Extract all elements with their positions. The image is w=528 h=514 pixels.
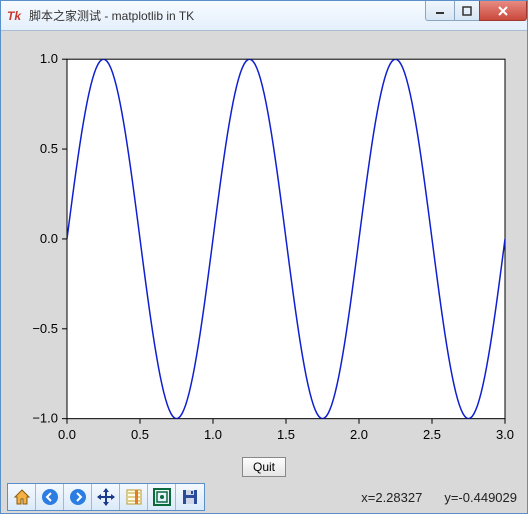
svg-text:3.0: 3.0 <box>496 427 514 442</box>
minimize-button[interactable] <box>425 1 455 21</box>
svg-text:0.0: 0.0 <box>40 231 58 246</box>
content-area: 0.0 0.5 1.0 1.5 2.0 2.5 3.0 −1.0 −0.5 0.0 0.5 1.0 Q… <box>1 31 527 483</box>
coord-y: y=-0.449029 <box>444 490 517 505</box>
svg-text:−0.5: −0.5 <box>32 321 58 336</box>
back-icon[interactable] <box>36 484 64 510</box>
svg-text:1.5: 1.5 <box>277 427 295 442</box>
maximize-button[interactable] <box>454 1 480 21</box>
svg-text:1.0: 1.0 <box>40 51 58 66</box>
bottom-bar: x=2.28327 y=-0.449029 <box>1 483 527 513</box>
svg-text:2.5: 2.5 <box>423 427 441 442</box>
window-controls <box>426 1 527 21</box>
subplots-icon[interactable] <box>148 484 176 510</box>
pan-icon[interactable] <box>92 484 120 510</box>
tk-icon: Tk <box>7 8 23 24</box>
zoom-icon[interactable] <box>120 484 148 510</box>
home-icon[interactable] <box>8 484 36 510</box>
svg-text:0.5: 0.5 <box>40 141 58 156</box>
app-window: Tk 脚本之家测试 - matplotlib in TK 0.0 0.5 1.0 1.… <box>0 0 528 514</box>
svg-text:1.0: 1.0 <box>204 427 222 442</box>
coord-x: x=2.28327 <box>361 490 422 505</box>
title-bar[interactable]: Tk 脚本之家测试 - matplotlib in TK <box>1 1 527 31</box>
svg-text:−1.0: −1.0 <box>32 411 58 426</box>
svg-text:0.5: 0.5 <box>131 427 149 442</box>
forward-icon[interactable] <box>64 484 92 510</box>
svg-text:0.0: 0.0 <box>58 427 76 442</box>
plot-svg: 0.0 0.5 1.0 1.5 2.0 2.5 3.0 −1.0 −0.5 0.0 0.5 1.0 <box>7 39 521 453</box>
save-icon[interactable] <box>176 484 204 510</box>
close-button[interactable] <box>479 1 527 21</box>
matplotlib-toolbar <box>7 483 205 511</box>
plot-canvas[interactable]: 0.0 0.5 1.0 1.5 2.0 2.5 3.0 −1.0 −0.5 0.0 0.5 1.0 <box>7 39 521 453</box>
quit-button[interactable]: Quit <box>242 457 286 477</box>
svg-text:Tk: Tk <box>7 9 22 23</box>
cursor-coords: x=2.28327 y=-0.449029 <box>361 490 521 505</box>
svg-text:2.0: 2.0 <box>350 427 368 442</box>
window-title: 脚本之家测试 - matplotlib in TK <box>29 7 426 24</box>
